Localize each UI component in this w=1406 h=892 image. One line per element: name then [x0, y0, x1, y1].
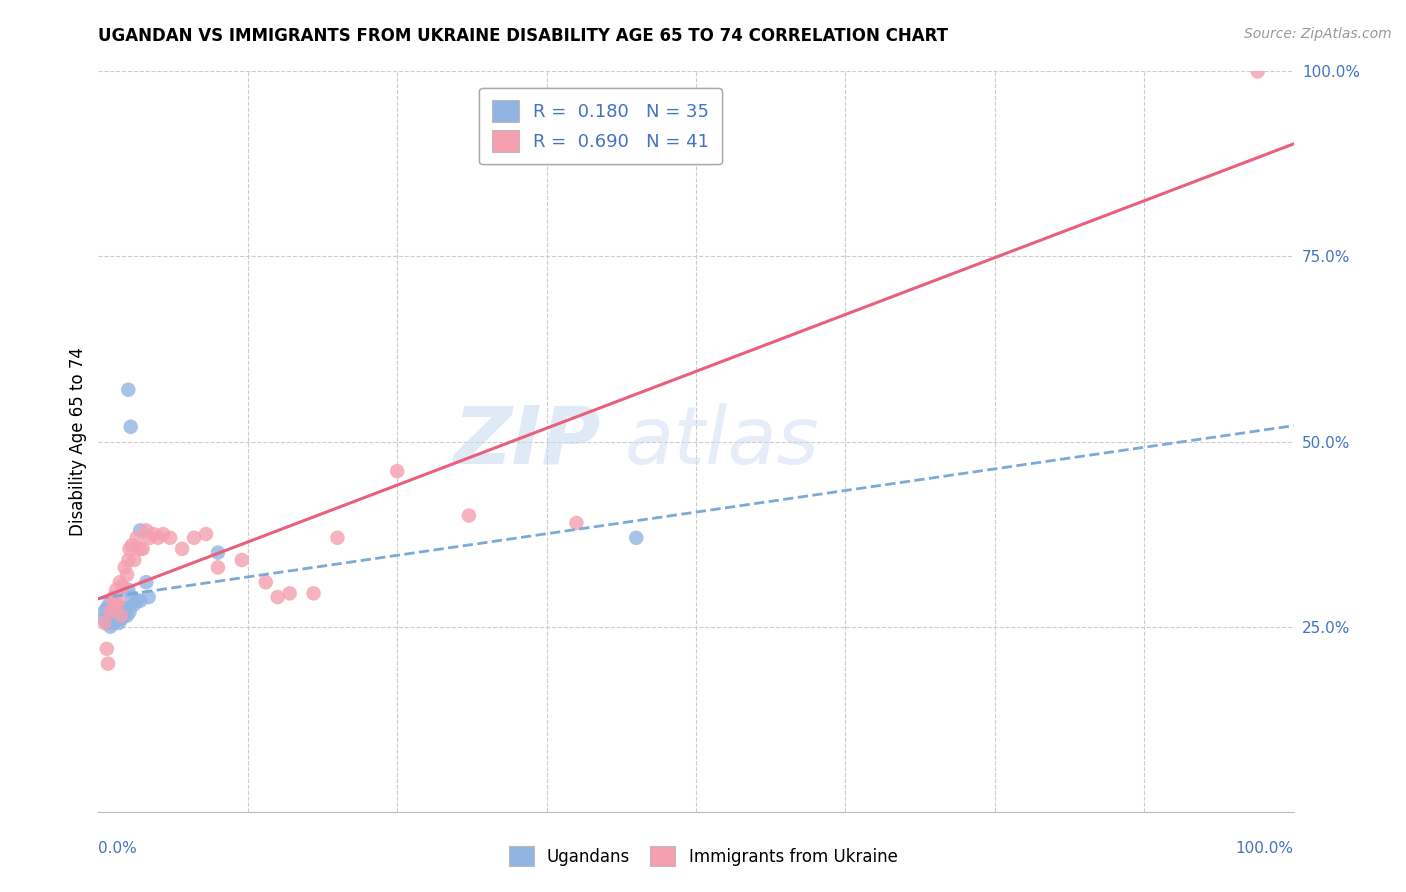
Y-axis label: Disability Age 65 to 74: Disability Age 65 to 74: [69, 347, 87, 536]
Point: [104, 605, 127, 619]
Point: [105, 582, 128, 597]
Point: [117, 553, 139, 567]
Point: [131, 541, 153, 556]
Point: [458, 508, 481, 523]
Point: [139, 531, 162, 545]
Point: [117, 383, 139, 397]
Point: [93, 615, 115, 630]
Point: [183, 531, 205, 545]
Point: [105, 598, 128, 612]
Point: [135, 524, 157, 538]
Point: [104, 601, 127, 615]
Point: [159, 531, 181, 545]
Point: [101, 593, 124, 607]
Point: [254, 575, 277, 590]
Point: [93, 605, 115, 619]
Legend: Ugandans, Immigrants from Ukraine: Ugandans, Immigrants from Ukraine: [501, 838, 905, 875]
Point: [121, 590, 143, 604]
Point: [108, 575, 131, 590]
Point: [96, 601, 118, 615]
Point: [142, 527, 165, 541]
Point: [195, 527, 218, 541]
Point: [118, 605, 141, 619]
Point: [108, 601, 131, 615]
Point: [118, 541, 141, 556]
Legend: R =  0.180   N = 35, R =  0.690   N = 41: R = 0.180 N = 35, R = 0.690 N = 41: [479, 87, 721, 164]
Point: [107, 593, 129, 607]
Point: [114, 601, 136, 615]
Text: 100.0%: 100.0%: [1236, 841, 1294, 856]
Point: [98, 619, 122, 633]
Point: [101, 601, 124, 615]
Point: [138, 590, 160, 604]
Point: [98, 598, 121, 612]
Point: [152, 527, 174, 541]
Point: [115, 567, 138, 582]
Point: [111, 605, 134, 619]
Point: [110, 612, 132, 626]
Point: [129, 541, 152, 556]
Point: [97, 615, 120, 630]
Point: [129, 593, 152, 607]
Point: [278, 586, 301, 600]
Point: [302, 586, 325, 600]
Point: [207, 560, 229, 574]
Text: ZIP: ZIP: [453, 402, 600, 481]
Point: [98, 605, 122, 619]
Point: [107, 615, 129, 630]
Point: [267, 590, 290, 604]
Point: [103, 590, 125, 604]
Point: [103, 615, 125, 630]
Point: [148, 531, 170, 545]
Point: [110, 608, 132, 623]
Point: [565, 516, 588, 530]
Point: [172, 541, 194, 556]
Point: [120, 419, 142, 434]
Point: [207, 546, 229, 560]
Point: [112, 608, 135, 623]
Point: [125, 593, 148, 607]
Point: [98, 608, 122, 623]
Point: [96, 641, 118, 656]
Point: [124, 598, 146, 612]
Point: [117, 582, 139, 597]
Point: [135, 575, 157, 590]
Point: [97, 657, 120, 671]
Text: 0.0%: 0.0%: [98, 841, 138, 856]
Point: [1247, 64, 1270, 78]
Point: [129, 524, 152, 538]
Point: [121, 538, 143, 552]
Text: Source: ZipAtlas.com: Source: ZipAtlas.com: [1244, 27, 1392, 41]
Text: atlas: atlas: [624, 402, 820, 481]
Point: [93, 612, 115, 626]
Point: [385, 464, 409, 478]
Point: [114, 560, 136, 574]
Point: [124, 553, 146, 567]
Point: [626, 531, 648, 545]
Point: [103, 612, 125, 626]
Point: [231, 553, 253, 567]
Point: [105, 608, 128, 623]
Point: [107, 612, 129, 626]
Point: [125, 531, 148, 545]
Point: [111, 579, 134, 593]
Point: [326, 531, 349, 545]
Text: UGANDAN VS IMMIGRANTS FROM UKRAINE DISABILITY AGE 65 TO 74 CORRELATION CHART: UGANDAN VS IMMIGRANTS FROM UKRAINE DISAB…: [98, 27, 949, 45]
Point: [115, 601, 138, 615]
Point: [115, 608, 138, 623]
